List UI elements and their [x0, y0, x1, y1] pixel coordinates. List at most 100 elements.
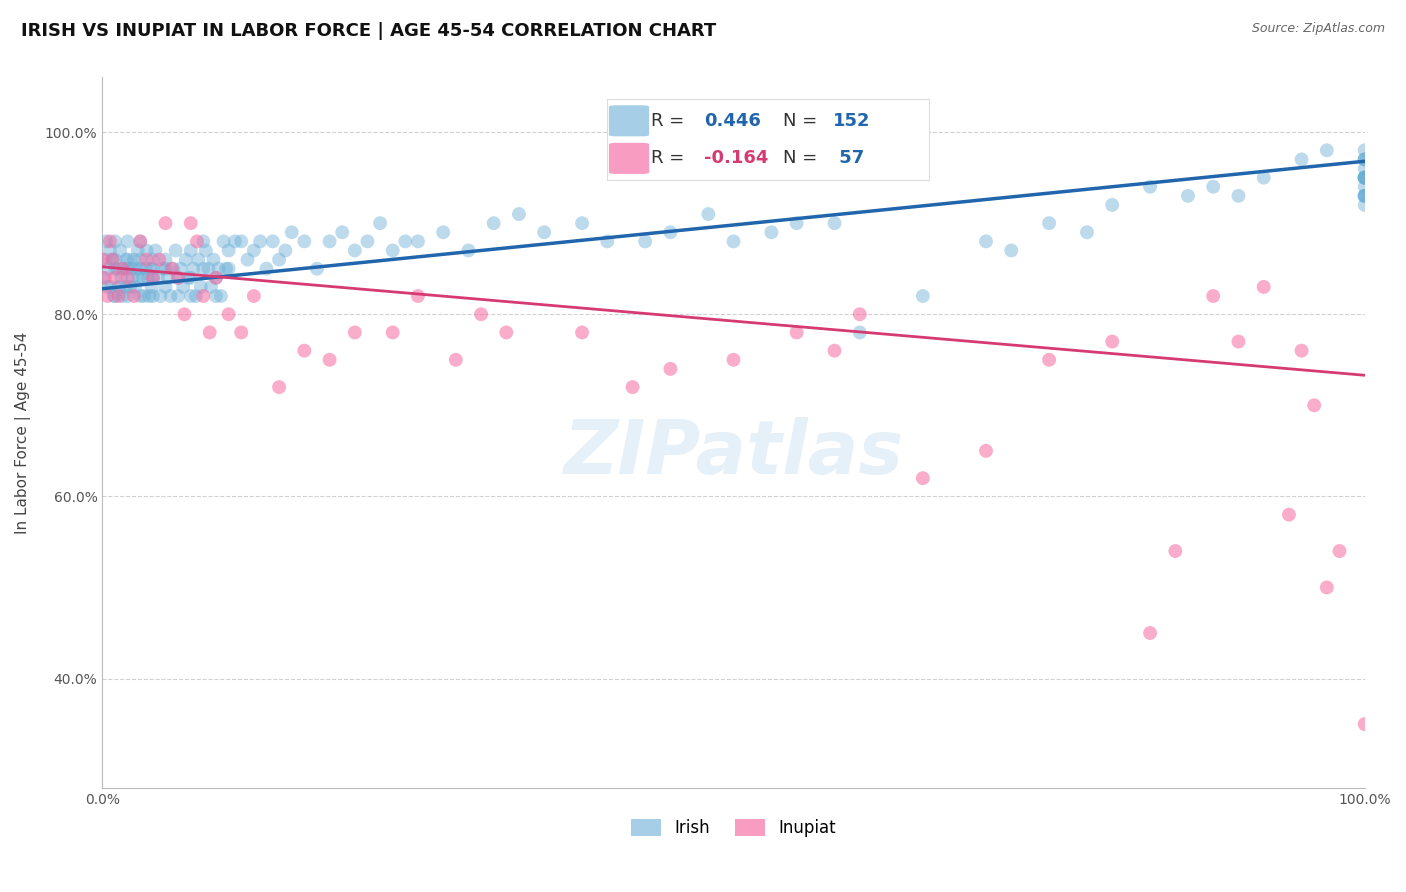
Point [128, 270, 150, 285]
Point [186, 235, 208, 249]
Point [146, 270, 169, 285]
Point [120, 280, 142, 294]
Point [243, 244, 266, 258]
Point [135, 244, 157, 258]
Point [1354, 189, 1376, 203]
Point [1354, 153, 1376, 167]
Point [177, 270, 200, 285]
Point [120, 261, 142, 276]
Point [124, 280, 146, 294]
Point [596, 235, 619, 249]
Point [786, 216, 808, 230]
Point [1354, 161, 1376, 176]
Point [129, 252, 152, 267]
Point [98, 235, 121, 249]
Point [135, 252, 157, 267]
Point [1354, 170, 1376, 185]
Point [1253, 170, 1275, 185]
Point [224, 235, 246, 249]
Point [96, 289, 118, 303]
Point [1038, 216, 1060, 230]
Point [110, 270, 132, 285]
Point [533, 225, 555, 239]
Point [111, 261, 134, 276]
Point [292, 343, 315, 358]
Point [155, 280, 177, 294]
Point [697, 207, 720, 221]
Point [104, 289, 127, 303]
Point [1038, 352, 1060, 367]
Point [495, 326, 517, 340]
Point [142, 252, 165, 267]
Point [205, 270, 228, 285]
Point [1227, 334, 1250, 349]
Point [1316, 143, 1339, 157]
Point [136, 270, 159, 285]
Point [218, 261, 240, 276]
Point [262, 235, 284, 249]
Point [190, 280, 212, 294]
Point [218, 307, 240, 321]
Point [112, 261, 135, 276]
Point [142, 270, 165, 285]
Point [723, 235, 745, 249]
Point [1101, 334, 1123, 349]
Point [155, 261, 177, 276]
Point [155, 252, 177, 267]
Text: Source: ZipAtlas.com: Source: ZipAtlas.com [1251, 22, 1385, 36]
Point [761, 225, 783, 239]
Point [104, 261, 127, 276]
Point [848, 326, 870, 340]
Point [381, 326, 404, 340]
Point [1202, 289, 1225, 303]
Point [96, 235, 118, 249]
Point [1316, 581, 1339, 595]
Point [205, 289, 228, 303]
Point [1354, 170, 1376, 185]
Point [343, 326, 366, 340]
Point [318, 235, 340, 249]
Point [209, 289, 232, 303]
Point [621, 380, 644, 394]
Point [1164, 544, 1187, 558]
Point [117, 252, 139, 267]
Point [1076, 225, 1098, 239]
Point [634, 235, 657, 249]
Point [132, 270, 155, 285]
Point [1101, 198, 1123, 212]
Point [114, 280, 136, 294]
Point [343, 244, 366, 258]
Point [107, 280, 129, 294]
Point [292, 235, 315, 249]
Point [231, 235, 253, 249]
Point [193, 261, 215, 276]
Point [129, 235, 152, 249]
Point [1354, 170, 1376, 185]
Y-axis label: In Labor Force | Age 45-54: In Labor Force | Age 45-54 [15, 332, 31, 533]
Text: ZIPatlas: ZIPatlas [564, 417, 904, 491]
Point [104, 270, 127, 285]
Point [482, 216, 505, 230]
Point [97, 261, 120, 276]
Point [1354, 179, 1376, 194]
Point [107, 289, 129, 303]
Point [104, 235, 127, 249]
Point [187, 252, 209, 267]
Point [1000, 244, 1022, 258]
Point [1139, 179, 1161, 194]
Point [172, 280, 194, 294]
Point [134, 261, 156, 276]
Point [911, 289, 934, 303]
Point [91, 252, 114, 267]
Point [184, 289, 207, 303]
Point [96, 280, 118, 294]
Point [1202, 179, 1225, 194]
Point [107, 261, 129, 276]
Point [212, 235, 235, 249]
Point [368, 216, 391, 230]
Point [723, 352, 745, 367]
Text: IRISH VS INUPIAT IN LABOR FORCE | AGE 45-54 CORRELATION CHART: IRISH VS INUPIAT IN LABOR FORCE | AGE 45… [21, 22, 716, 40]
Point [167, 289, 190, 303]
Point [1329, 544, 1351, 558]
Point [202, 252, 225, 267]
